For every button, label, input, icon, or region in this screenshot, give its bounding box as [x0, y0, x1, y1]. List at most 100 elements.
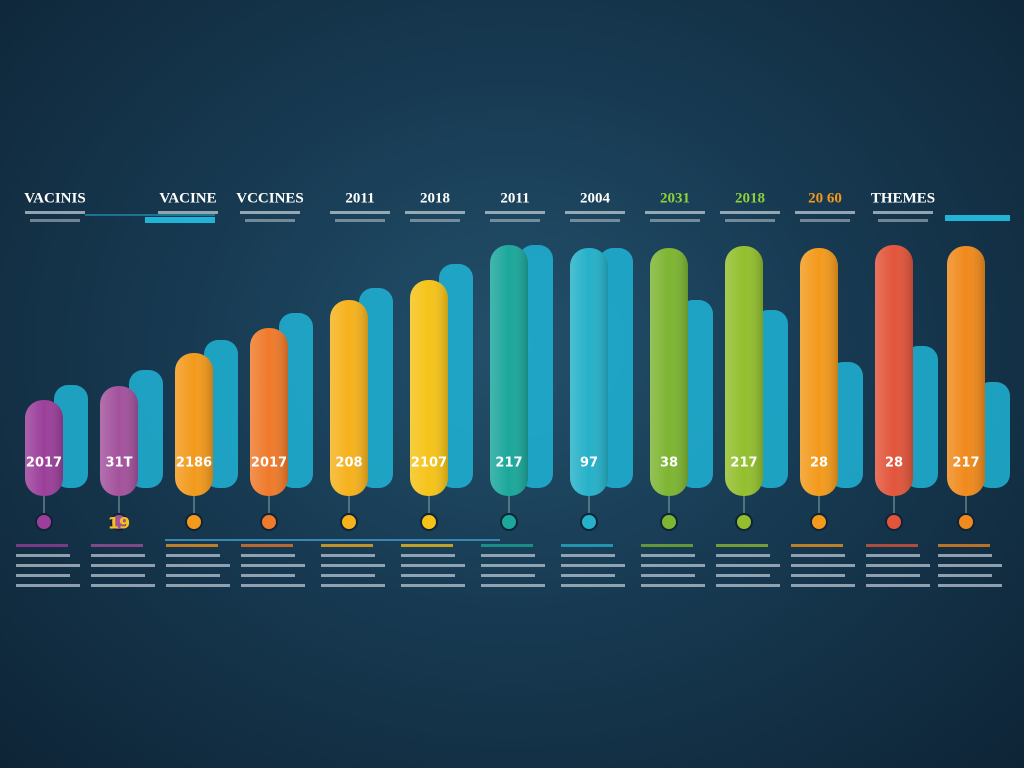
- marker-dot: [885, 513, 903, 531]
- caption-line: [91, 574, 145, 577]
- caption-line: [561, 564, 625, 567]
- subheading-line: [330, 211, 390, 214]
- subheading-line: [30, 219, 80, 222]
- caption-line: [866, 564, 930, 567]
- caption-line: [866, 584, 930, 587]
- marker-dot: [735, 513, 753, 531]
- bar-shade: [25, 400, 63, 496]
- subheading-line: [245, 219, 295, 222]
- caption-line: [241, 574, 295, 577]
- caption-line: [16, 564, 80, 567]
- subheading-line: [878, 219, 928, 222]
- caption-line: [561, 554, 615, 557]
- bar-shade: [175, 353, 213, 496]
- caption-line: [791, 554, 845, 557]
- heading: 2011: [500, 190, 529, 206]
- caption-line: [641, 564, 705, 567]
- heading: THEMES: [871, 190, 935, 206]
- subheading-line: [800, 219, 850, 222]
- caption-line: [91, 564, 155, 567]
- accent-bar: [945, 215, 1010, 221]
- caption-line: [938, 574, 992, 577]
- caption-line: [938, 554, 992, 557]
- bar-shade: [947, 246, 985, 496]
- marker-dot: [580, 513, 598, 531]
- caption-line: [16, 574, 70, 577]
- caption-line: [401, 564, 465, 567]
- caption-line: [716, 554, 770, 557]
- marker-dot: [260, 513, 278, 531]
- caption-line: [716, 574, 770, 577]
- bar-shade: [330, 300, 368, 496]
- heading: VACINE: [159, 190, 216, 206]
- caption-line: [321, 564, 385, 567]
- caption-line: [166, 544, 218, 547]
- bar-label: 31T: [106, 456, 133, 471]
- bar-shade: [650, 248, 688, 496]
- columns: 2017 31T 2186 2017 208 2107 217 97 38 217 28 28 217 1…: [16, 190, 1010, 587]
- marker-dot: [660, 513, 678, 531]
- subheading-line: [720, 211, 780, 214]
- caption-line: [401, 554, 455, 557]
- marker-dot: [810, 513, 828, 531]
- subheading-line: [873, 211, 933, 214]
- caption-line: [791, 544, 843, 547]
- caption-line: [91, 584, 155, 587]
- caption-line: [791, 584, 855, 587]
- caption-line: [241, 554, 295, 557]
- caption-line: [641, 544, 693, 547]
- heading: 2031: [660, 190, 690, 206]
- caption-line: [91, 544, 143, 547]
- bar-shade: [490, 245, 528, 496]
- caption-line: [561, 574, 615, 577]
- caption-line: [791, 564, 855, 567]
- caption-line: [401, 584, 465, 587]
- caption-line: [91, 554, 145, 557]
- caption-line: [866, 544, 918, 547]
- caption-line: [716, 564, 780, 567]
- bar-shade: [100, 386, 138, 496]
- bar-label: 2017: [251, 456, 287, 471]
- bar-shade: [875, 245, 913, 496]
- caption-line: [321, 544, 373, 547]
- caption-line: [401, 574, 455, 577]
- bar-label: 2017: [26, 456, 62, 471]
- bar-label: 38: [660, 456, 678, 471]
- caption-line: [716, 544, 768, 547]
- bar-label: 217: [952, 456, 979, 471]
- caption-line: [938, 544, 990, 547]
- caption-line: [641, 554, 695, 557]
- heading: 2011: [345, 190, 374, 206]
- subheading-line: [410, 219, 460, 222]
- caption-line: [321, 554, 375, 557]
- caption-line: [481, 544, 533, 547]
- bar-label: 217: [495, 456, 522, 471]
- marker-dot: [500, 513, 518, 531]
- marker-label: 19: [108, 514, 130, 533]
- bar-label: 2186: [176, 456, 212, 471]
- caption-line: [641, 574, 695, 577]
- subheading-line: [570, 219, 620, 222]
- heading: 2004: [580, 190, 611, 206]
- marker-dot: [110, 513, 128, 531]
- bar-label: 2107: [411, 456, 447, 471]
- marker-dot: [957, 513, 975, 531]
- caption-line: [481, 554, 535, 557]
- caption-line: [481, 584, 545, 587]
- subheading-line: [650, 219, 700, 222]
- caption-line: [401, 544, 453, 547]
- subheading-line: [405, 211, 465, 214]
- heading: 20 60: [808, 190, 842, 206]
- caption-line: [166, 584, 230, 587]
- caption-line: [241, 544, 293, 547]
- subheading-line: [490, 219, 540, 222]
- subheading-line: [485, 211, 545, 214]
- caption-line: [16, 584, 80, 587]
- bar-shade: [725, 246, 763, 496]
- caption-line: [866, 554, 920, 557]
- bar-shade: [250, 328, 288, 496]
- subheading-line: [565, 211, 625, 214]
- caption-line: [716, 584, 780, 587]
- caption-line: [866, 574, 920, 577]
- subheading-line: [158, 211, 218, 214]
